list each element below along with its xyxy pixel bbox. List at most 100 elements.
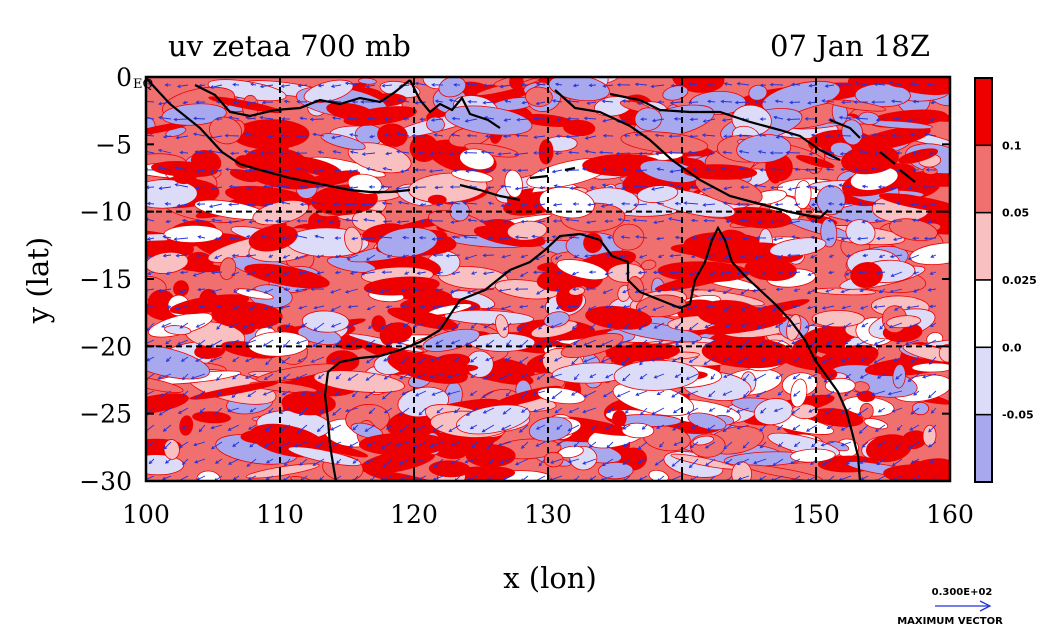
wind-vector-head bbox=[267, 134, 272, 139]
wind-vector-head bbox=[294, 234, 299, 238]
wind-vector bbox=[228, 203, 240, 206]
wind-vector-head bbox=[294, 288, 299, 293]
wind-vector bbox=[913, 390, 920, 396]
wind-vector bbox=[413, 322, 427, 327]
wind-vector bbox=[556, 288, 563, 292]
wind-vector-head bbox=[870, 167, 875, 171]
wind-vector-head bbox=[364, 428, 369, 432]
wind-vector-head bbox=[263, 184, 267, 189]
wind-vector-head bbox=[332, 150, 337, 154]
wind-vector-head bbox=[344, 202, 349, 207]
wind-vector-head bbox=[465, 169, 470, 173]
wind-vector-head bbox=[535, 426, 540, 430]
wind-vector bbox=[501, 305, 512, 310]
wind-vector bbox=[382, 458, 393, 468]
wind-vector-head bbox=[381, 201, 386, 206]
wind-vector bbox=[382, 202, 393, 205]
wind-vector-head bbox=[840, 167, 845, 172]
wind-vector bbox=[283, 373, 291, 380]
wind-vector-head bbox=[429, 358, 434, 362]
wind-vector-head bbox=[182, 392, 186, 397]
wind-vector-head bbox=[806, 290, 811, 294]
wind-vector bbox=[264, 288, 274, 294]
wind-vector-head bbox=[773, 408, 778, 413]
vorticity-cell bbox=[748, 84, 768, 101]
wind-vector-head bbox=[280, 84, 285, 88]
wind-vector-head bbox=[268, 325, 272, 330]
vorticity-cell bbox=[192, 411, 231, 424]
wind-vector-head bbox=[209, 169, 214, 174]
wind-vector bbox=[690, 441, 699, 448]
wind-vector bbox=[470, 373, 478, 378]
wind-vector-head bbox=[567, 427, 572, 432]
wind-vector bbox=[571, 356, 580, 365]
wind-vector-head bbox=[532, 270, 537, 275]
wind-vector-head bbox=[463, 235, 468, 239]
wind-vector bbox=[453, 169, 461, 172]
wind-vector-head bbox=[825, 289, 830, 293]
vorticity-cell bbox=[179, 415, 194, 436]
wind-vector-head bbox=[260, 234, 265, 239]
wind-vector bbox=[313, 322, 325, 331]
wind-vector bbox=[148, 458, 155, 464]
wind-vector bbox=[400, 356, 410, 365]
wind-vector bbox=[743, 373, 750, 381]
wind-vector bbox=[787, 118, 801, 121]
wind-vector bbox=[466, 169, 478, 172]
wind-vector-head bbox=[174, 183, 179, 187]
wind-vector-head bbox=[464, 256, 469, 260]
wind-vector bbox=[229, 116, 240, 120]
wind-vector bbox=[299, 305, 308, 309]
wind-vector bbox=[210, 356, 223, 362]
wind-vector bbox=[651, 186, 665, 190]
wind-vector bbox=[300, 203, 308, 205]
wind-vector-head bbox=[181, 425, 186, 429]
wind-vector bbox=[689, 135, 699, 138]
wind-vector-head bbox=[552, 219, 557, 223]
wind-vector-head bbox=[466, 412, 470, 416]
wind-vector-head bbox=[316, 443, 320, 448]
wind-vector-head bbox=[571, 271, 576, 276]
wind-vector bbox=[268, 322, 274, 329]
wind-vector bbox=[771, 220, 784, 223]
wind-vector-head bbox=[775, 135, 780, 139]
wind-vector-head bbox=[450, 442, 455, 447]
wind-vector bbox=[721, 100, 733, 103]
wind-vector-head bbox=[722, 150, 727, 155]
wind-vector bbox=[875, 424, 886, 432]
wind-vector-head bbox=[619, 254, 624, 259]
wind-vector bbox=[892, 407, 903, 412]
wind-vector-head bbox=[210, 186, 215, 191]
wind-vector-head bbox=[791, 340, 796, 345]
wind-vector-head bbox=[736, 81, 741, 86]
wind-vector-head bbox=[538, 185, 543, 190]
wind-vector bbox=[226, 339, 240, 346]
wind-vector-head bbox=[604, 305, 609, 309]
wind-vector bbox=[743, 390, 750, 398]
wind-vector bbox=[591, 424, 597, 431]
wind-vector-head bbox=[296, 99, 301, 104]
wind-vector bbox=[499, 373, 512, 380]
wind-vector bbox=[556, 424, 563, 430]
wind-vector bbox=[211, 271, 223, 274]
wind-vector-head bbox=[636, 101, 641, 106]
wind-vector bbox=[548, 339, 563, 346]
wind-vector bbox=[651, 84, 665, 88]
wind-vector-head bbox=[428, 169, 433, 174]
wind-vector bbox=[708, 475, 716, 481]
wind-vector-head bbox=[488, 460, 493, 464]
wind-vector bbox=[538, 220, 546, 223]
wind-vector-head bbox=[481, 428, 486, 433]
x-tick-label: 100 bbox=[122, 500, 170, 529]
wind-vector-head bbox=[435, 341, 440, 345]
wind-vector-head bbox=[232, 100, 237, 105]
wind-vector bbox=[522, 101, 529, 104]
wind-vector-head bbox=[702, 119, 707, 123]
wind-vector bbox=[268, 407, 274, 414]
wind-vector bbox=[248, 475, 257, 480]
wind-vector-head bbox=[312, 343, 317, 347]
wind-vector bbox=[471, 322, 478, 329]
wind-vector-head bbox=[624, 410, 629, 414]
wind-vector bbox=[396, 132, 410, 137]
wind-vector bbox=[503, 475, 512, 481]
